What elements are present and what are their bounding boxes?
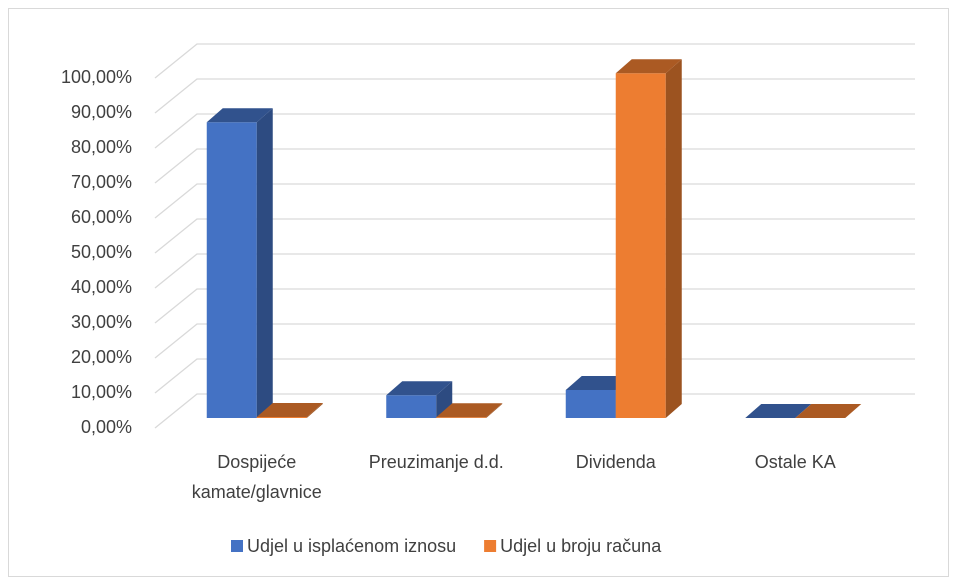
bar-front bbox=[386, 395, 437, 418]
bar-front bbox=[436, 417, 487, 418]
bar bbox=[386, 381, 453, 418]
y-tick-label: 70,00% bbox=[71, 172, 132, 192]
bar bbox=[615, 59, 682, 418]
x-tick-label: Dospijeće kamate/glavnice bbox=[191, 452, 322, 502]
bar-side bbox=[256, 108, 273, 418]
y-tick-label: 50,00% bbox=[71, 242, 132, 262]
legend-swatch bbox=[231, 540, 243, 552]
y-tick-label: 60,00% bbox=[71, 207, 132, 227]
y-tick-label: 10,00% bbox=[71, 382, 132, 402]
bar bbox=[206, 108, 273, 418]
y-tick-label: 90,00% bbox=[71, 102, 132, 122]
legend-label: Udjel u broju računa bbox=[500, 536, 662, 556]
chart-border bbox=[8, 8, 949, 577]
bar-front bbox=[615, 73, 666, 418]
bar bbox=[256, 402, 323, 418]
x-tick-label: Dividenda bbox=[575, 452, 656, 472]
bar-top bbox=[565, 376, 632, 390]
grid-line bbox=[154, 43, 915, 79]
bar-top bbox=[436, 403, 503, 418]
legend-label: Udjel u isplaćenom iznosu bbox=[247, 536, 456, 556]
legend-swatch bbox=[484, 540, 497, 552]
bar-top bbox=[206, 108, 273, 123]
y-tick-label: 40,00% bbox=[71, 277, 132, 297]
y-tick-label: 0,00% bbox=[81, 417, 132, 437]
bar-side bbox=[665, 59, 682, 418]
bar-side bbox=[436, 381, 453, 418]
bar-top bbox=[795, 404, 862, 418]
bar-top bbox=[745, 404, 812, 418]
x-tick-label: Ostale KA bbox=[754, 452, 836, 472]
bar bbox=[436, 403, 503, 418]
bar bbox=[795, 404, 862, 418]
grid-line bbox=[154, 78, 915, 114]
bar-top bbox=[386, 381, 453, 396]
bar-top bbox=[615, 59, 682, 74]
y-tick-label: 80,00% bbox=[71, 137, 132, 157]
y-tick-label: 100,00% bbox=[61, 67, 132, 87]
bar-front bbox=[565, 390, 616, 418]
x-tick-label: Preuzimanje d.d. bbox=[368, 452, 504, 472]
bar-front bbox=[206, 122, 257, 418]
bar-side bbox=[306, 402, 323, 418]
y-tick-label: 20,00% bbox=[71, 347, 132, 367]
bar-front bbox=[256, 416, 307, 418]
bar bbox=[745, 404, 812, 418]
bar-side bbox=[486, 403, 503, 418]
bar-top bbox=[256, 402, 323, 417]
y-tick-label: 30,00% bbox=[71, 312, 132, 332]
